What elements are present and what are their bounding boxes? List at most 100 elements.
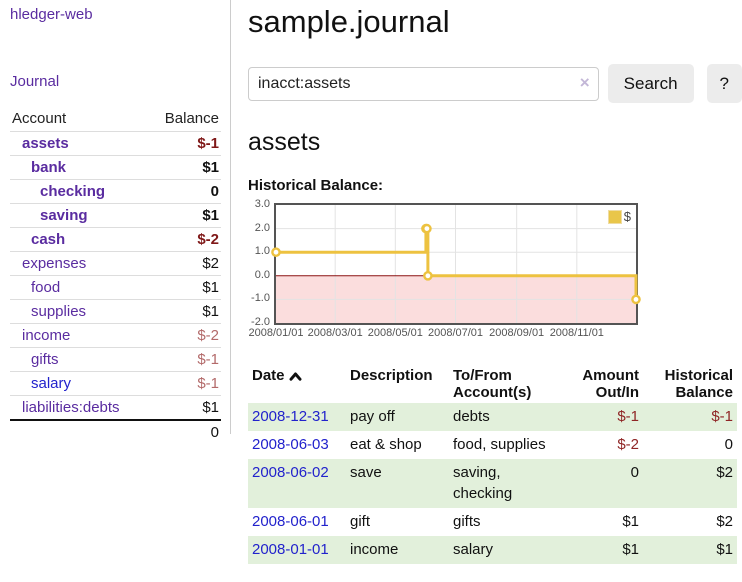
account-balance: $1 [148, 395, 221, 420]
y-axis-tick-label: 1.0 [254, 245, 270, 258]
transaction-balance: $2 [716, 513, 733, 530]
transaction-accounts: salary [453, 540, 494, 558]
sidebar-account-link[interactable]: saving [40, 207, 88, 224]
chart-plot-area: $ [271, 203, 641, 325]
journal-link[interactable]: Journal [10, 73, 60, 90]
account-balance: $1 [148, 155, 221, 180]
account-row: liabilities:debts $1 [10, 395, 221, 420]
sidebar-account-link[interactable]: assets [22, 135, 69, 152]
x-axis-tick-label: 2008/07/01 [427, 327, 484, 339]
accounts-total-row: 0 [10, 419, 221, 444]
y-axis-tick-label: -2.0 [251, 316, 270, 328]
register-header-date[interactable]: Date [248, 365, 346, 403]
transaction-date-link[interactable]: 2008-01-01 [252, 540, 329, 558]
sidebar-account-link[interactable]: cash [31, 231, 66, 248]
sidebar: hledger-web Journal Account Balance asse… [0, 0, 231, 444]
accounts-total-value: 0 [148, 419, 221, 444]
transaction-row: 2008-06-02 save saving, checking 0 $2 [248, 458, 737, 508]
legend-swatch-icon [607, 209, 622, 224]
transaction-accounts: saving, checking [453, 463, 513, 503]
y-axis-tick-label: 2.0 [254, 221, 270, 234]
accounts-table: Account Balance assets $-1 bank $1 checking 0… [10, 108, 221, 444]
help-button[interactable]: ? [706, 64, 742, 103]
transaction-row: 2008-12-31 pay off debts $-1 $-1 [248, 403, 737, 431]
transaction-accounts: food, supplies [453, 435, 546, 453]
transaction-amount: $-2 [617, 435, 639, 453]
account-row: salary $-1 [10, 371, 221, 396]
sidebar-account-link[interactable]: income [22, 327, 71, 344]
y-axis-tick-label: -1.0 [251, 292, 270, 305]
search-input[interactable] [248, 66, 599, 101]
legend-label: $ [623, 209, 631, 224]
sidebar-account-link[interactable]: food [31, 279, 61, 296]
transaction-description: income [350, 540, 399, 558]
x-axis-tick-label: 2008/11/01 [549, 327, 604, 339]
sort-ascending-icon [289, 368, 302, 385]
transaction-amount: $1 [622, 540, 639, 558]
account-balance: $-1 [197, 135, 219, 152]
clear-search-icon[interactable]: × [579, 72, 590, 92]
account-balance: 0 [148, 179, 221, 204]
account-balance: $1 [148, 299, 221, 324]
accounts-header-account: Account [10, 108, 149, 132]
transaction-date-link[interactable]: 2008-12-31 [252, 408, 329, 425]
chart-legend: $ [607, 209, 631, 224]
account-row: saving $1 [10, 203, 221, 228]
register-header-balance: Historical Balance [664, 367, 733, 401]
x-axis-tick-label: 2008/01/01 [248, 327, 304, 339]
chart-title: Historical Balance: [248, 177, 384, 194]
main-content: sample.journal × Search ? assets Histori… [248, 0, 742, 564]
sidebar-account-link[interactable]: checking [40, 183, 106, 200]
transaction-description: gift [350, 513, 371, 530]
sidebar-account-link[interactable]: bank [31, 159, 67, 176]
account-balance: $-2 [148, 323, 221, 348]
account-balance: $-1 [148, 371, 221, 396]
account-heading: assets [248, 128, 321, 156]
transaction-date-link[interactable]: 2008-06-01 [252, 513, 329, 530]
register-table: Date Description To/From Account(s) Amou… [248, 365, 737, 564]
sidebar-account-link[interactable]: gifts [31, 351, 59, 368]
account-row: checking 0 [10, 179, 221, 204]
x-axis-tick-label: 2008/05/01 [367, 327, 423, 339]
sidebar-account-link[interactable]: salary [31, 375, 72, 392]
x-axis-tick-label: 2008/03/01 [307, 327, 363, 339]
account-row: food $1 [10, 275, 221, 300]
historical-balance-chart: $ 3.0 2.0 1.0 0.0 -1.0 -2.0 2008/01/01 2008/03/… [248, 198, 668, 345]
account-row: bank $1 [10, 155, 221, 180]
account-row: income $-2 [10, 323, 221, 348]
transaction-row: 2008-01-01 income salary $1 $1 [248, 535, 737, 564]
transaction-amount: 0 [630, 463, 639, 481]
transaction-row: 2008-06-01 gift gifts $1 $2 [248, 508, 737, 536]
sidebar-account-link[interactable]: supplies [31, 303, 87, 320]
page-title: sample.journal [248, 4, 450, 39]
account-row: cash $-2 [10, 227, 221, 252]
transaction-description: pay off [350, 408, 395, 425]
account-row: supplies $1 [10, 299, 221, 324]
account-balance: $-2 [148, 227, 221, 252]
search-form: × Search ? [248, 64, 742, 103]
y-axis-tick-label: 3.0 [254, 198, 270, 210]
account-balance: $-1 [148, 347, 221, 372]
sidebar-account-link[interactable]: expenses [22, 255, 87, 272]
x-axis-tick-label: 2008/09/01 [489, 327, 545, 339]
transaction-amount: $1 [622, 513, 639, 530]
transaction-description: save [350, 463, 382, 481]
brand-link[interactable]: hledger-web [10, 6, 93, 23]
register-header-amount: Amount Out/In [582, 367, 639, 401]
transaction-description: eat & shop [350, 435, 422, 453]
transaction-amount: $-1 [617, 408, 639, 425]
transaction-date-link[interactable]: 2008-06-03 [252, 435, 329, 453]
account-row: assets $-1 [10, 132, 221, 156]
transaction-accounts: debts [453, 408, 490, 425]
account-balance: $1 [148, 275, 221, 300]
y-axis-tick-label: 0.0 [254, 268, 270, 281]
transaction-date-link[interactable]: 2008-06-02 [252, 463, 329, 481]
search-button[interactable]: Search [607, 64, 694, 103]
accounts-header-balance: Balance [148, 108, 221, 132]
account-balance: $1 [148, 203, 221, 228]
transaction-balance: $1 [716, 540, 733, 558]
transaction-accounts: gifts [453, 513, 481, 530]
transaction-balance: 0 [724, 435, 733, 453]
register-header-description: Description [350, 367, 433, 384]
sidebar-account-link[interactable]: liabilities:debts [22, 399, 120, 416]
